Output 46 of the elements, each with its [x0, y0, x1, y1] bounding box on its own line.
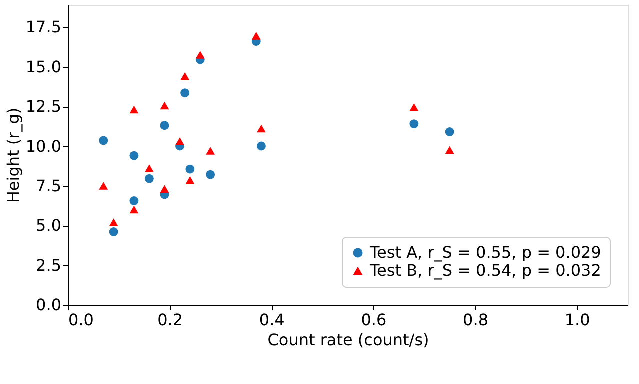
x-tick-label: 1.0 — [564, 310, 590, 330]
legend-label: Test A, r_S = 0.55, p = 0.029 — [369, 243, 602, 262]
point — [99, 182, 108, 190]
y-tick-label: 7.5 — [36, 176, 62, 196]
y-tick-label: 0.0 — [36, 296, 62, 314]
point — [186, 164, 195, 174]
legend-label: Test B, r_S = 0.54, p = 0.032 — [369, 261, 602, 280]
point — [160, 102, 170, 110]
point — [252, 32, 261, 40]
point — [180, 72, 190, 80]
point — [160, 121, 170, 130]
y-tick-label: 5.0 — [36, 216, 62, 236]
y-tick-label: 15.0 — [26, 57, 62, 76]
point — [410, 120, 419, 129]
x-axis-title: Count rate (count/s) — [268, 330, 430, 350]
point — [144, 174, 154, 184]
point — [130, 151, 139, 160]
point — [130, 196, 139, 206]
point — [109, 218, 118, 226]
point — [144, 164, 154, 172]
point — [445, 128, 454, 136]
y-tick-label: 10.0 — [26, 136, 62, 156]
y-tick-label: 17.5 — [26, 18, 62, 37]
point — [410, 104, 419, 112]
point — [180, 88, 190, 98]
point — [176, 138, 184, 146]
point — [130, 206, 139, 214]
y-axis-title: Height (r_g) — [4, 108, 23, 204]
point — [196, 51, 205, 59]
point — [445, 146, 454, 154]
x-tick-label: 0.2 — [158, 310, 184, 330]
y-tick-label: 2.5 — [36, 256, 62, 275]
point — [256, 124, 266, 133]
x-tick-label: 0.0 — [68, 310, 94, 330]
point — [109, 228, 118, 236]
y-tick-label: 12.5 — [26, 97, 62, 116]
point — [206, 170, 216, 180]
point — [130, 106, 139, 114]
x-tick-label: 0.4 — [259, 310, 285, 330]
x-tick-label: 0.6 — [361, 310, 387, 330]
point — [99, 136, 108, 146]
x-tick-label: 0.8 — [463, 310, 488, 330]
point — [256, 142, 266, 151]
point — [186, 176, 195, 184]
point — [160, 185, 170, 193]
point — [206, 147, 216, 155]
